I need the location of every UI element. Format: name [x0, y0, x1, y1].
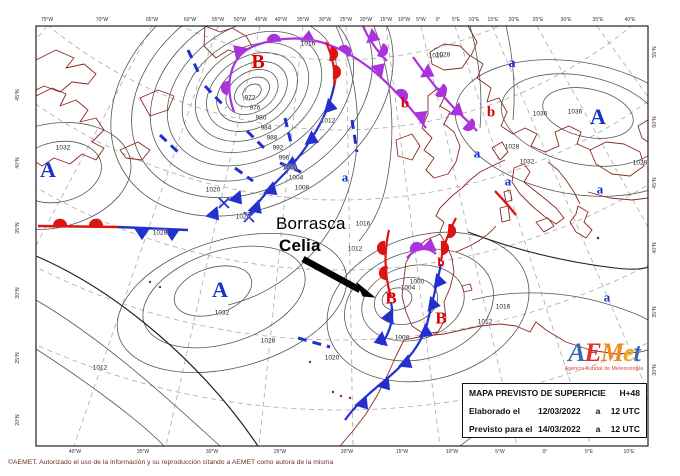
map-title: MAPA PREVISTO DE SUPERFICIE [469, 388, 606, 398]
warm-front-greenland-east [324, 41, 342, 87]
logo-letter-A: A [568, 338, 585, 367]
frontolysis-marks [218, 197, 255, 223]
elaborated-row: Elaborado el 12/03/2022 a 12 UTC [469, 406, 640, 416]
cold-front-atlantic [205, 85, 338, 221]
occluded-front-greenland [220, 30, 428, 129]
warm-front-italy [494, 190, 517, 216]
forecast-sep: a [595, 424, 601, 434]
cold-front-celia-south [373, 301, 394, 347]
forecast-date: 14/03/2022 [538, 424, 581, 434]
forecast-label: Previsto para el [469, 424, 533, 434]
map-border [35, 25, 649, 447]
elaborated-sep: a [595, 406, 601, 416]
info-title-row: MAPA PREVISTO DE SUPERFICIE H+48 [469, 388, 640, 398]
trough-lines [158, 49, 359, 349]
logo-letter-e: e [623, 338, 635, 367]
elaborated-date: 12/03/2022 [538, 406, 581, 416]
occluded-front-pyrenees [406, 238, 437, 259]
forecast-horizon: H+48 [619, 388, 640, 398]
isobars [36, 26, 648, 446]
forecast-time: 12 UTC [610, 424, 640, 434]
logo-letter-M: M [600, 338, 624, 367]
forecast-info-box: MAPA PREVISTO DE SUPERFICIE H+48 Elabora… [462, 383, 647, 438]
forecast-row: Previsto para el 14/03/2022 a 12 UTC [469, 424, 640, 434]
aemet-logo-subtitle: Agencia Estatal de Meteorología [564, 366, 644, 372]
aemet-logo-text: AEMet [568, 338, 641, 367]
elaborated-time: 12 UTC [610, 406, 640, 416]
warm-front-celia [376, 229, 393, 298]
stationary-front-west [37, 218, 189, 242]
cold-front-iberia [344, 263, 447, 421]
annotation-arrow [301, 256, 376, 298]
elaborated-label: Elaborado el [469, 406, 521, 416]
logo-letter-t: t [633, 338, 641, 367]
copyright-text: ©AEMET. Autorizado el uso de la informac… [8, 459, 334, 466]
annotation-line2: Celia [279, 236, 321, 255]
annotation-line1: Borrasca [276, 214, 346, 233]
island-dots [148, 236, 600, 400]
warm-front-biscay [439, 217, 457, 262]
graticule [36, 26, 648, 446]
aemet-logo: AEMet Agencia Estatal de Meteorología [556, 340, 652, 372]
occluded-front-norway [361, 26, 478, 132]
logo-letter-E: E [584, 338, 602, 367]
